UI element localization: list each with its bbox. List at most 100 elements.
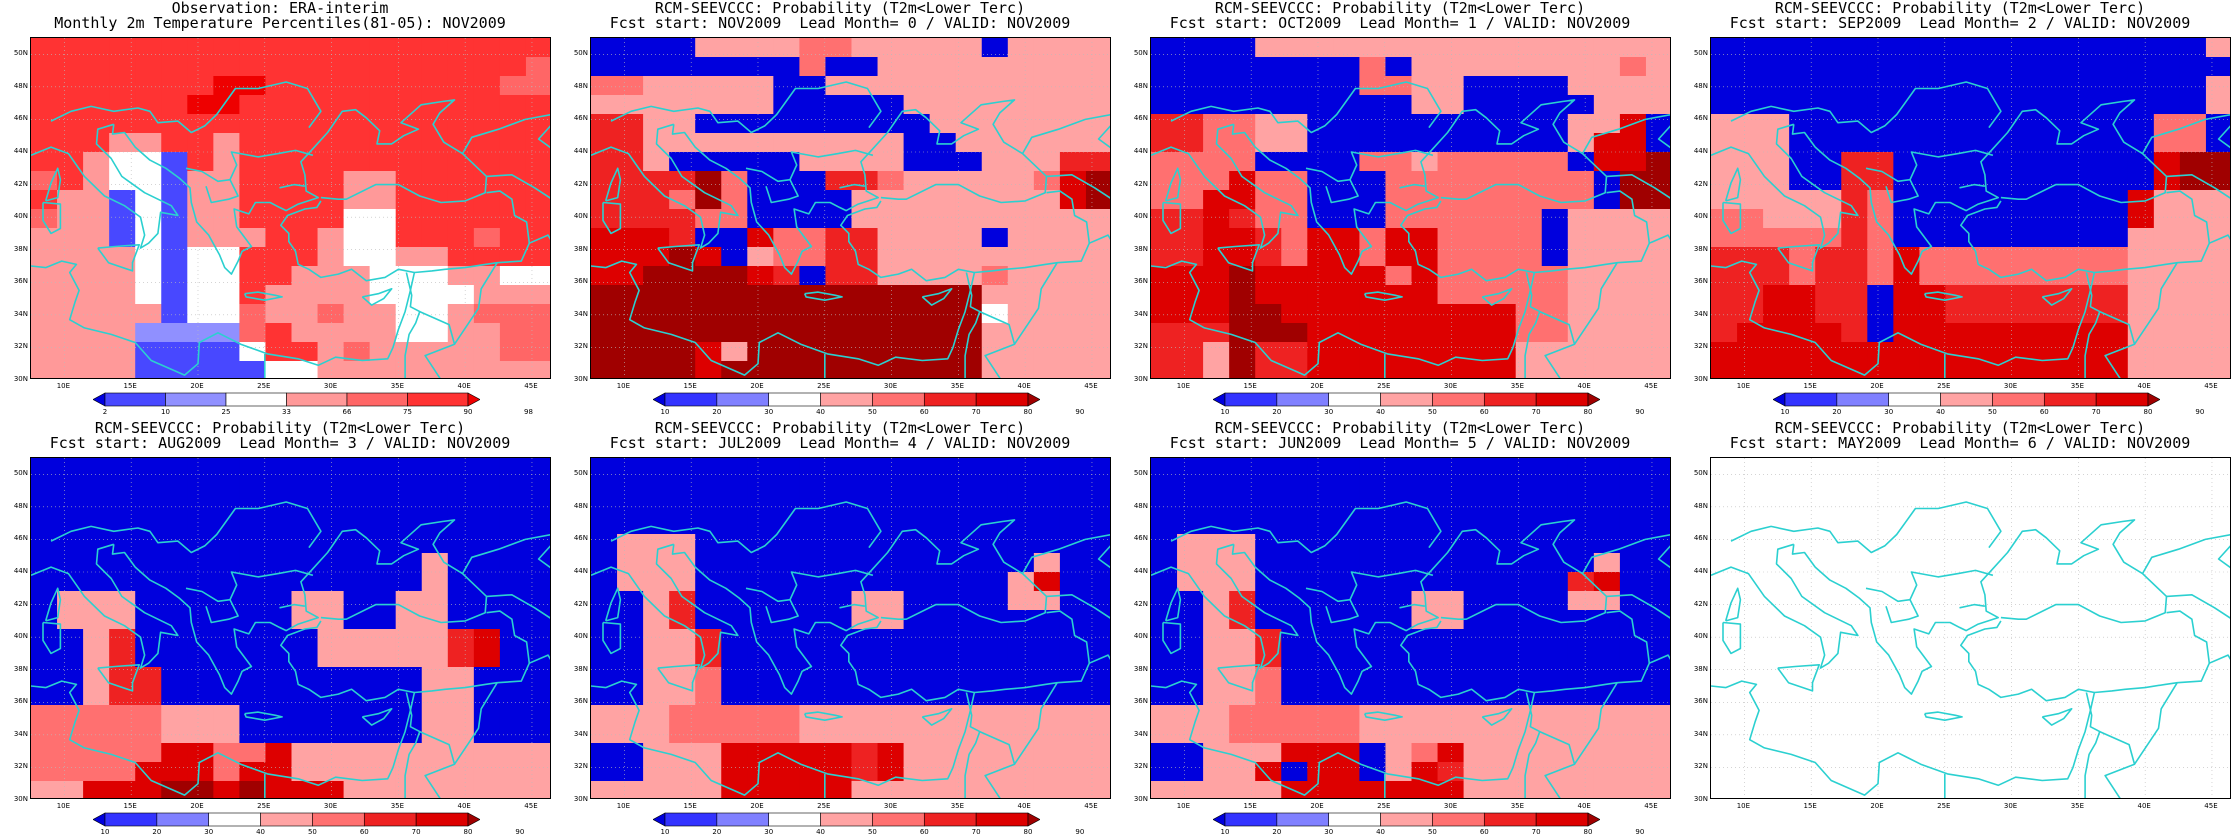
grid-cell	[1463, 762, 1491, 782]
grid-cell	[239, 515, 267, 535]
grid-cell	[31, 458, 58, 478]
grid-cell	[2205, 133, 2230, 153]
grid-cell	[395, 572, 423, 592]
grid-cell	[669, 266, 696, 286]
latitude-label: 38N	[1693, 664, 1708, 673]
grid-cell	[1737, 209, 1764, 229]
grid-cell	[239, 705, 267, 725]
grid-cell	[1177, 610, 1204, 630]
grid-cell	[1437, 781, 1465, 798]
grid-cell	[903, 743, 931, 763]
grid-cell	[851, 38, 879, 58]
colorbar-swatch	[1328, 392, 1381, 407]
grid-cell	[2049, 57, 2077, 77]
grid-cell	[1645, 705, 1670, 725]
grid-cell	[291, 724, 319, 744]
colorbar	[1213, 812, 1600, 827]
grid-cell	[1059, 133, 1087, 153]
colorbar-label: 10	[1220, 408, 1230, 416]
grid-cell	[1489, 38, 1517, 58]
grid-cell	[591, 342, 618, 362]
grid-cell	[1307, 361, 1334, 378]
grid-cell	[903, 496, 931, 516]
grid-cell	[421, 458, 449, 478]
panel-title-line-2: Fcst start: MAY2009 Lead Month= 6 / VALI…	[1729, 434, 2191, 452]
colorbar-label: 10	[161, 408, 170, 416]
grid-cell	[1177, 743, 1204, 763]
coastline	[1777, 244, 1820, 272]
grid-cell	[617, 209, 644, 229]
grid-cell	[447, 57, 475, 77]
grid-cell	[213, 342, 240, 362]
grid-cell	[525, 648, 550, 668]
grid-cell	[1919, 57, 1947, 77]
colorbar-label: 10	[1780, 408, 1790, 416]
grid-cell	[31, 342, 58, 362]
colorbar-label: 25	[221, 408, 231, 416]
grid-cell	[2023, 114, 2051, 134]
latitude-label: 50N	[1133, 49, 1148, 58]
grid-cell	[1333, 209, 1360, 229]
grid-cell	[1437, 667, 1465, 687]
grid-cell	[2179, 95, 2207, 115]
grid-cell	[473, 477, 501, 497]
grid-cell	[1619, 515, 1647, 535]
grid-cell	[1593, 152, 1621, 172]
grid-cell	[1945, 114, 1973, 134]
grid-cell	[1541, 534, 1569, 554]
grid-cell	[643, 743, 670, 763]
grid-cell	[1619, 629, 1647, 649]
grid-cell	[799, 458, 827, 478]
grid-cell	[473, 247, 501, 267]
grid-cell	[1619, 781, 1647, 798]
grid-cell	[1203, 323, 1230, 343]
colorbar-label: 50	[1427, 828, 1437, 836]
grid-cell	[1151, 781, 1178, 798]
grid-cell	[825, 171, 853, 191]
latitude-label: 38N	[1693, 244, 1708, 253]
grid-cell	[1411, 361, 1439, 378]
grid-cell	[499, 228, 527, 248]
latitude-label: 46N	[1133, 534, 1148, 543]
grid-cell	[447, 667, 475, 687]
grid-cell	[1593, 591, 1621, 611]
grid-cell	[187, 534, 214, 554]
grid-cell	[2179, 361, 2207, 378]
grid-cell	[1515, 667, 1543, 687]
grid-cell	[2179, 133, 2207, 153]
grid-cell	[1007, 57, 1035, 77]
grid-cell	[109, 458, 136, 478]
grid-cell	[2205, 171, 2230, 191]
colorbar-label: 40	[256, 828, 266, 836]
grid-cell	[109, 38, 136, 58]
colorbar-min-arrow	[653, 812, 666, 827]
grid-cell	[1333, 762, 1360, 782]
grid-cell	[1737, 114, 1764, 134]
grid-cell	[499, 95, 527, 115]
grid-cell	[1645, 781, 1670, 798]
grid-cell	[2127, 133, 2155, 153]
colorbar-swatch	[1483, 392, 1537, 407]
grid-cell	[239, 534, 267, 554]
grid-cell	[1385, 591, 1413, 611]
coastline	[404, 272, 421, 378]
coastline	[1088, 234, 1110, 244]
grid-cell	[877, 285, 905, 305]
grid-cell	[1307, 496, 1334, 516]
grid-cell	[1281, 152, 1308, 172]
grid-cell	[525, 209, 550, 229]
grid-cell	[395, 667, 423, 687]
grid-cell	[291, 190, 319, 210]
grid-cell	[499, 781, 527, 798]
grid-cell	[643, 667, 670, 687]
grid-cell	[1919, 266, 1947, 286]
grid-cell	[1593, 304, 1621, 324]
grid-cell	[1489, 667, 1517, 687]
grid-cell	[1059, 686, 1087, 706]
grid-cell	[1411, 190, 1439, 210]
grid-cell	[2179, 152, 2207, 172]
grid-cell	[1867, 361, 1894, 378]
grid-cell	[1007, 133, 1035, 153]
coastline	[745, 167, 799, 204]
grid-cell	[2049, 228, 2077, 248]
